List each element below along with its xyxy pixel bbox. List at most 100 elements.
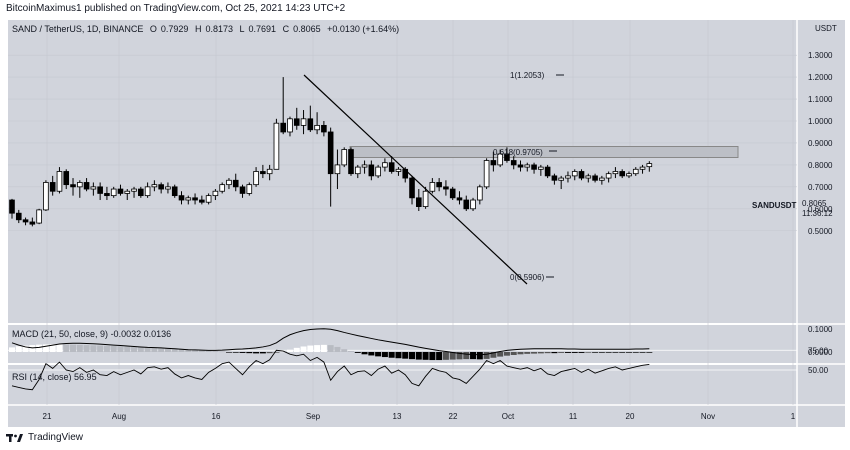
low-value: 0.7691: [248, 24, 277, 34]
fib-zone-rectangle[interactable]: [349, 146, 739, 158]
candle-body: [165, 186, 171, 190]
macd-histogram-bar: [578, 352, 585, 353]
macd-histogram-bar: [524, 352, 531, 354]
candle-body: [144, 186, 151, 197]
macd-histogram-bar: [266, 352, 273, 354]
high-value: 0.8173: [205, 24, 233, 34]
candle-body: [293, 118, 300, 126]
candle-body: [185, 197, 192, 201]
macd-histogram-bar: [225, 352, 232, 353]
symbol-line[interactable]: SAND / TetherUS, 1D, BINANCE: [12, 24, 144, 34]
macd-histogram-bar: [286, 349, 293, 352]
macd-histogram-bar: [470, 352, 477, 360]
macd-histogram-bar: [592, 352, 599, 353]
candle-body: [409, 177, 415, 199]
candle-body: [415, 197, 422, 208]
macd-histogram-bar: [171, 348, 178, 352]
candle-body: [605, 173, 612, 179]
time-tick-label: Sep: [306, 412, 321, 421]
macd-histogram-bar: [341, 349, 348, 352]
macd-histogram-bar: [239, 352, 246, 353]
candle-body: [212, 190, 219, 197]
candle-body: [266, 168, 273, 175]
candle-body: [77, 182, 83, 188]
macd-histogram-bar: [158, 347, 165, 352]
candle-body: [531, 164, 537, 170]
macd-histogram-bar: [124, 346, 131, 352]
candle-body: [544, 166, 551, 177]
candle-body: [171, 186, 178, 197]
price-tick-label: 1.3000: [808, 51, 833, 60]
macd-histogram-bar: [646, 352, 653, 353]
candle-body: [104, 193, 110, 197]
candle-body: [15, 212, 22, 221]
time-tick-label: 22: [449, 412, 458, 421]
candle-body: [490, 160, 497, 166]
macd-tick-label: 0.0000: [808, 348, 833, 357]
macd-histogram-bar: [497, 352, 504, 357]
macd-histogram-bar: [90, 345, 97, 352]
low-label: L: [239, 24, 245, 34]
macd-histogram-bar: [598, 352, 605, 353]
open-value: 0.7929: [160, 24, 189, 34]
macd-histogram-bar: [436, 352, 443, 361]
price-tag-countdown: 11:36:12: [802, 209, 833, 218]
candle-body: [226, 179, 232, 186]
macd-histogram-bar: [334, 346, 341, 352]
footer-brand[interactable]: TradingView: [6, 432, 83, 443]
candle-body: [348, 149, 354, 175]
candle-body: [43, 182, 49, 211]
macd-histogram-bar: [15, 346, 22, 352]
macd-histogram-bar: [293, 347, 300, 352]
macd-legend[interactable]: MACD (21, 50, close, 9) -0.0032 0.0136: [12, 329, 171, 339]
time-tick-label: Oct: [502, 412, 515, 421]
candle-body: [90, 186, 97, 190]
candle-body: [117, 188, 124, 194]
candle-body: [510, 160, 517, 166]
macd-label: MACD (21, 50, close, 9): [12, 329, 109, 339]
candle-body: [63, 171, 70, 186]
macd-histogram-bar: [558, 352, 565, 353]
symbol-price-tag: SANDUSDT 0.8065 11:36:12: [752, 199, 844, 221]
candle-body: [314, 124, 320, 131]
macd-histogram-bar: [246, 352, 253, 354]
macd-histogram-bar: [422, 352, 429, 360]
price-tag-price: 0.8065: [802, 199, 827, 208]
candle-body: [619, 171, 625, 177]
macd-value-1: -0.0032: [110, 329, 142, 339]
candle-body: [626, 173, 632, 177]
macd-histogram-bar: [605, 352, 612, 353]
rsi-pane-bg: [8, 365, 797, 405]
macd-histogram-bar: [456, 352, 463, 360]
fib-0-label: 0(0.5906): [510, 273, 545, 282]
macd-histogram-bar: [375, 352, 382, 357]
candle-body: [300, 118, 307, 126]
candle-body: [110, 188, 117, 197]
descending-trendline[interactable]: [303, 74, 528, 285]
macd-histogram-bar: [151, 347, 158, 352]
macd-histogram-bar: [42, 344, 49, 352]
currency-label: USDT: [815, 24, 837, 33]
tradingview-logo-icon: [6, 433, 23, 442]
time-tick-label: 13: [393, 412, 402, 421]
close-value: 0.8065: [293, 24, 321, 34]
candle-body: [22, 219, 29, 223]
candle-body: [178, 195, 185, 201]
macd-histogram-bar: [449, 352, 456, 360]
candle-body: [402, 168, 409, 179]
candle-body: [436, 182, 442, 188]
candle-body: [232, 179, 239, 188]
symbol-legend: SAND / TetherUS, 1D, BINANCE O 0.7929 H 0.…: [12, 24, 403, 34]
price-tick-label: 0.6000: [808, 205, 833, 214]
macd-histogram-bar: [320, 344, 327, 352]
macd-histogram-bar: [388, 352, 395, 358]
rsi-legend[interactable]: RSI (14, close) 56.95: [12, 372, 97, 382]
macd-histogram-bar: [280, 351, 287, 353]
time-axis-bg: [8, 405, 797, 427]
price-tick-label: 0.8000: [808, 161, 833, 170]
macd-histogram-bar: [76, 344, 83, 352]
candle-body: [158, 184, 164, 190]
candle-body: [375, 166, 381, 177]
price-tick-label: 1.1000: [808, 95, 833, 104]
